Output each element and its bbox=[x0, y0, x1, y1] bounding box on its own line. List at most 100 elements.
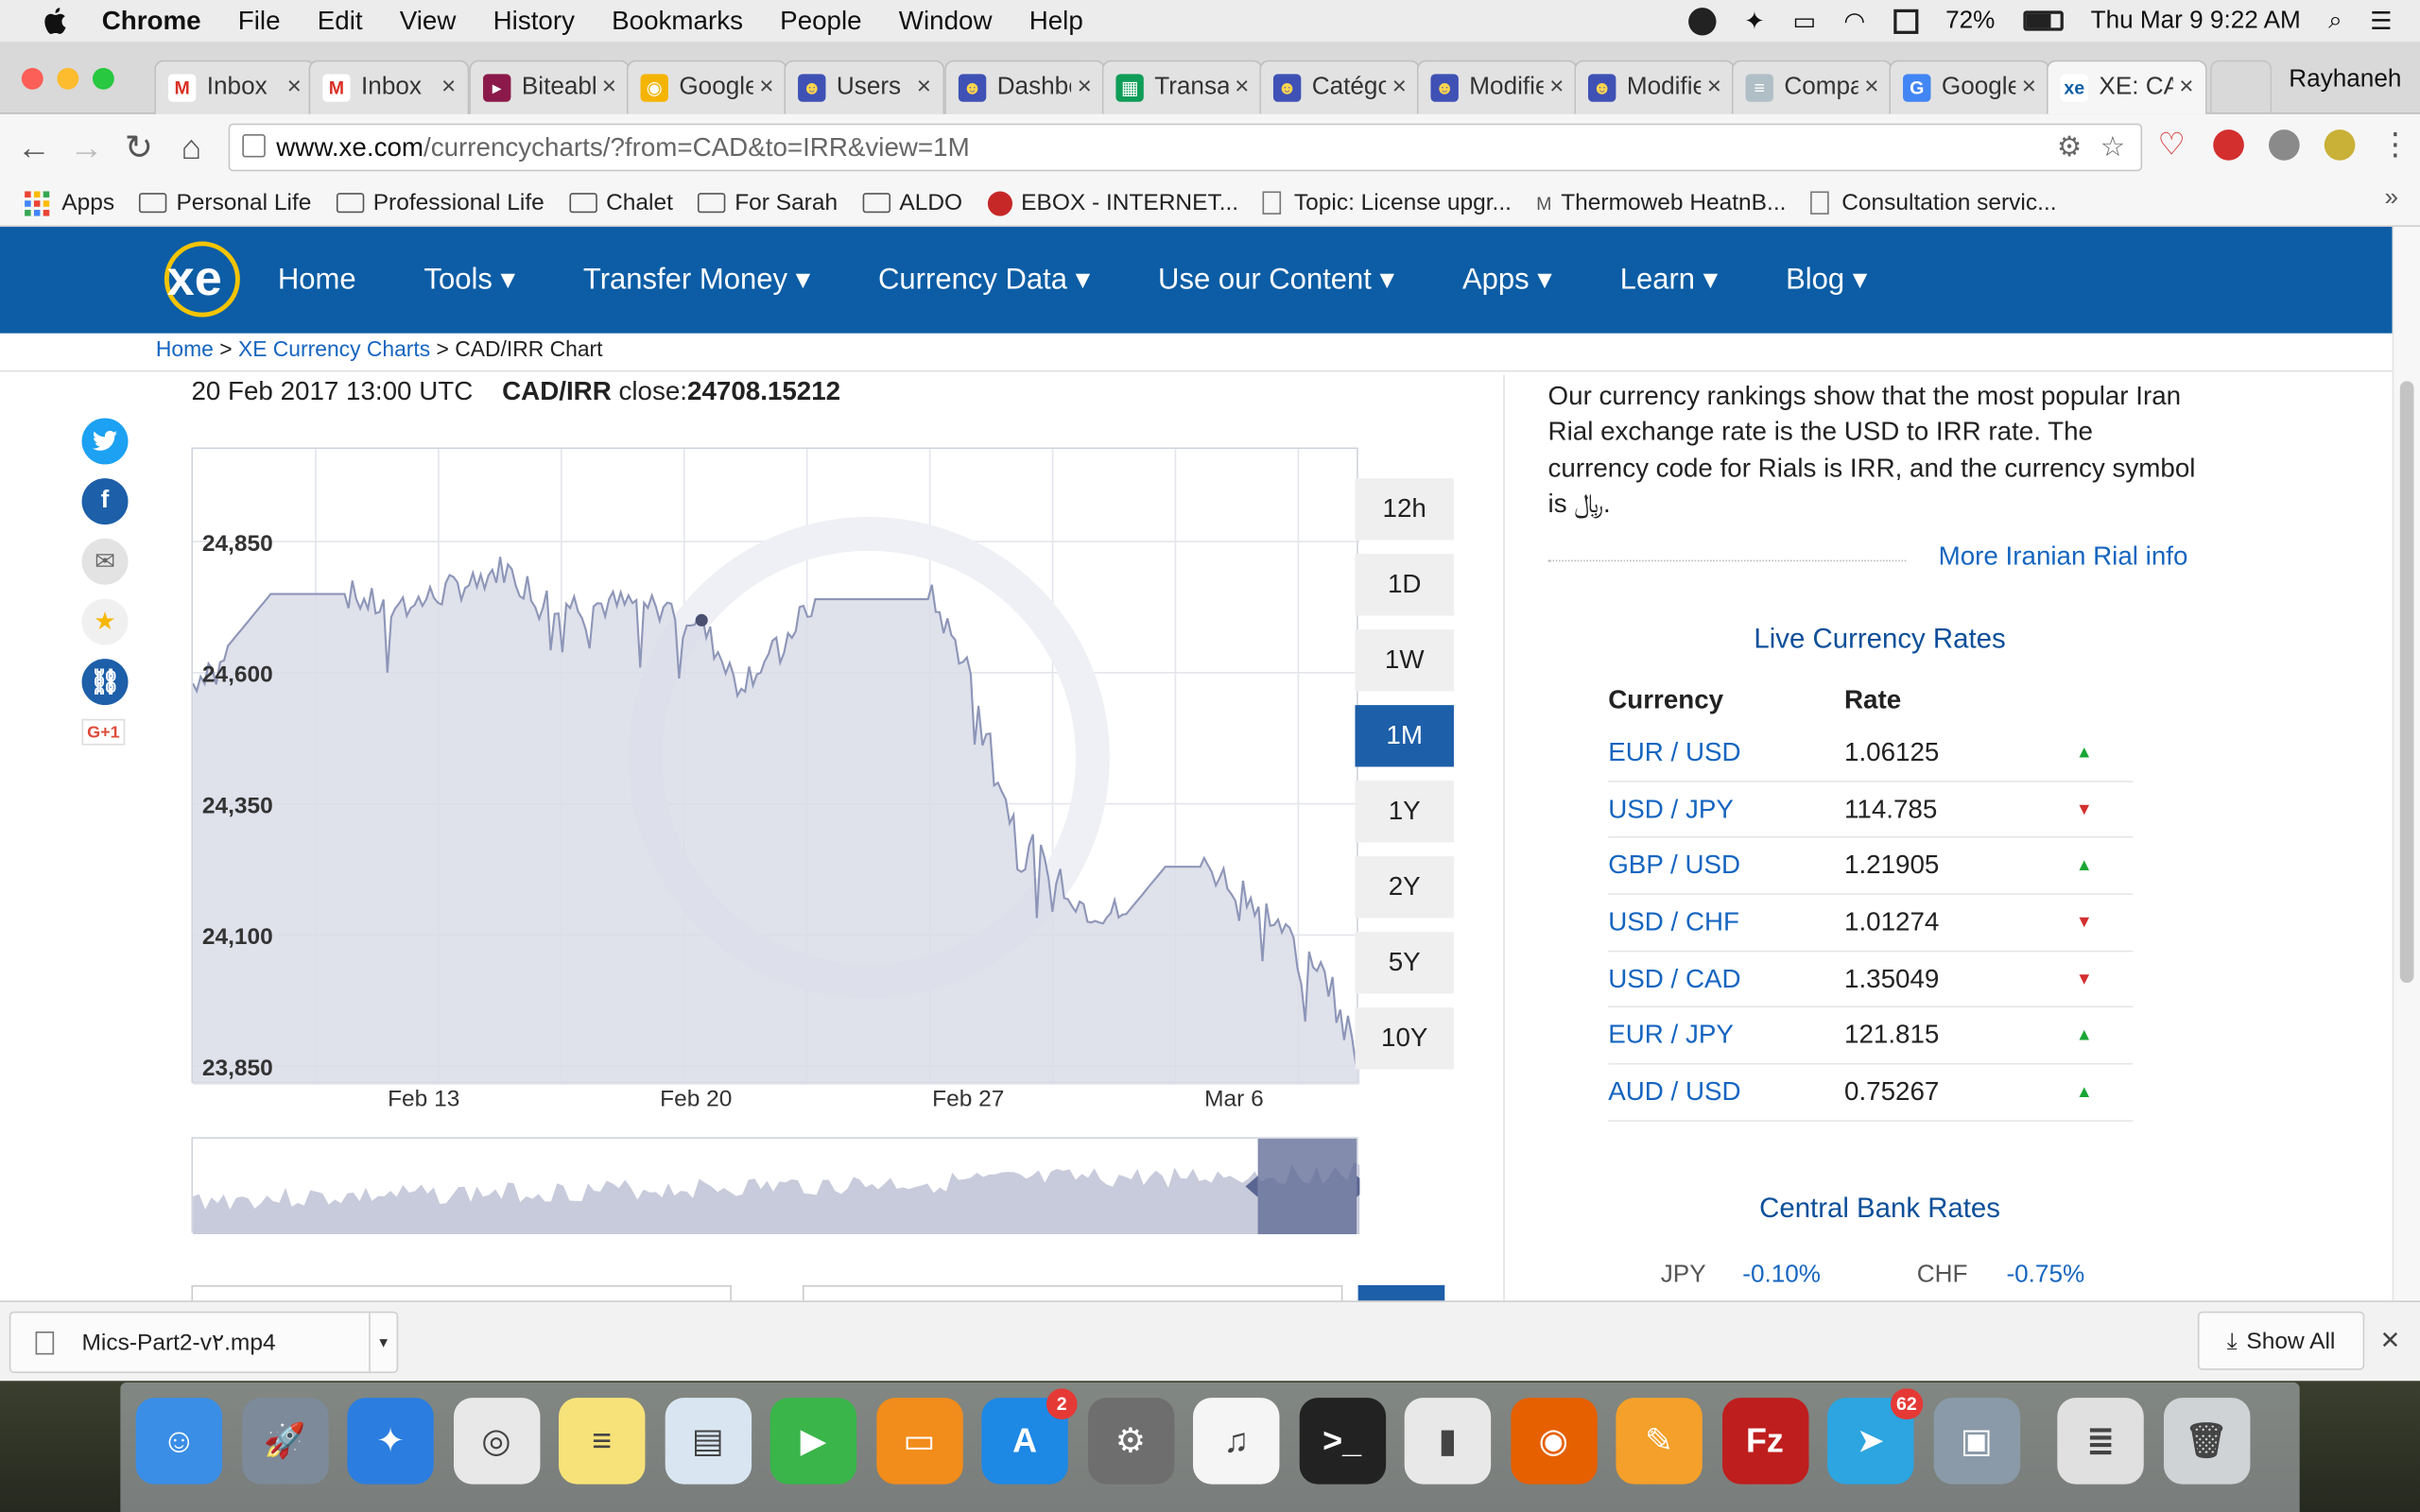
rate-pair-link[interactable]: EUR / JPY bbox=[1608, 1020, 1734, 1050]
preview-dock-icon[interactable]: ▤ bbox=[664, 1398, 752, 1485]
filezilla-dock-icon[interactable]: Fz bbox=[1721, 1398, 1808, 1485]
clock[interactable]: Thu Mar 9 9:22 AM bbox=[2090, 7, 2301, 34]
bookmark-item[interactable]: Chalet bbox=[568, 190, 673, 216]
breadcrumb-home[interactable]: Home bbox=[155, 335, 214, 362]
show-all-downloads-button[interactable]: ⤓ Show All bbox=[2197, 1311, 2365, 1370]
itunes-dock-icon[interactable]: ♫ bbox=[1193, 1398, 1280, 1485]
close-tab-icon[interactable]: × bbox=[916, 74, 932, 101]
bookmark-star-icon[interactable]: ☆ bbox=[2100, 130, 2126, 163]
reload-button[interactable]: ↻ bbox=[124, 127, 153, 166]
wifi-icon[interactable]: ◠ bbox=[1843, 8, 1866, 35]
download-item[interactable]: Mics-Part2-v٢.mp4 ▼ bbox=[9, 1311, 399, 1374]
facebook-share-icon[interactable]: f bbox=[81, 478, 129, 525]
safari-dock-icon[interactable]: ✦ bbox=[347, 1398, 434, 1485]
battery-icon[interactable] bbox=[2022, 10, 2064, 31]
bookmark-item[interactable]: Personal Life bbox=[139, 190, 311, 216]
apple-menu-icon[interactable] bbox=[40, 6, 71, 37]
twitter-share-icon[interactable] bbox=[81, 418, 129, 465]
period-button[interactable]: 10Y bbox=[1355, 1007, 1454, 1070]
compass-icon[interactable] bbox=[1688, 7, 1717, 35]
close-tab-icon[interactable]: × bbox=[1706, 74, 1721, 101]
nav-blog[interactable]: Blog ▾ bbox=[1786, 264, 1868, 297]
film-extension-icon[interactable] bbox=[2268, 129, 2300, 161]
period-button[interactable]: 1Y bbox=[1355, 781, 1454, 843]
rate-pair-link[interactable]: EUR / USD bbox=[1608, 737, 1741, 767]
trash-dock-icon[interactable]: 🗑 bbox=[2163, 1398, 2250, 1485]
nav-learn[interactable]: Learn ▾ bbox=[1619, 264, 1719, 297]
menu-edit[interactable]: Edit bbox=[317, 5, 363, 35]
bookmark-item[interactable]: Professional Life bbox=[336, 190, 544, 216]
bookmark-item[interactable]: ALDO bbox=[862, 190, 962, 216]
translate-icon[interactable]: ⚙ bbox=[2056, 130, 2083, 163]
browser-tab[interactable]: ☻ Users × bbox=[784, 60, 945, 114]
favorite-star-icon[interactable]: ★ bbox=[81, 598, 129, 645]
browser-tab[interactable]: ☻ Modifier× bbox=[1416, 60, 1578, 114]
bookmark-item[interactable]: Apps bbox=[25, 190, 114, 216]
breadcrumb-charts[interactable]: XE Currency Charts bbox=[237, 335, 431, 362]
system-preferences-dock-icon[interactable]: ⚙ bbox=[1087, 1398, 1174, 1485]
navigator-selection-handle[interactable] bbox=[1257, 1138, 1357, 1235]
close-tab-icon[interactable]: × bbox=[2021, 74, 2037, 101]
more-rial-info-link[interactable]: More Iranian Rial info bbox=[1938, 541, 2188, 572]
image-capture-dock-icon[interactable]: ▣ bbox=[1932, 1398, 2020, 1485]
rate-pair-link[interactable]: USD / CHF bbox=[1608, 906, 1739, 936]
chart-go-button[interactable] bbox=[1357, 1284, 1445, 1304]
browser-tab[interactable]: G Google × bbox=[1889, 60, 2050, 114]
browser-tab[interactable]: ☻ Modifier× bbox=[1574, 60, 1736, 114]
period-button[interactable]: 12h bbox=[1355, 478, 1454, 541]
menu-window[interactable]: Window bbox=[898, 5, 993, 35]
bookmarks-overflow-icon[interactable]: » bbox=[2384, 184, 2398, 212]
browser-tab[interactable]: ☻ Catégories× bbox=[1259, 60, 1421, 114]
close-window-button[interactable] bbox=[21, 67, 43, 90]
chart-to-field[interactable] bbox=[802, 1284, 1343, 1304]
currency-chart[interactable]: 24,850 24,600 24,350 24,100 23,850 bbox=[191, 447, 1361, 1085]
back-button[interactable]: ← bbox=[16, 127, 51, 166]
close-tab-icon[interactable]: × bbox=[286, 74, 302, 101]
close-tab-icon[interactable]: × bbox=[759, 74, 774, 101]
nav-transfer-money[interactable]: Transfer Money ▾ bbox=[582, 264, 811, 297]
facetime-dock-icon[interactable]: ▶ bbox=[769, 1398, 857, 1485]
dropbox-icon[interactable]: ✦ bbox=[1744, 8, 1765, 35]
browser-tab[interactable]: ▸ Biteable× bbox=[469, 60, 631, 114]
menu-view[interactable]: View bbox=[399, 5, 457, 35]
menu-bookmarks[interactable]: Bookmarks bbox=[612, 5, 743, 35]
menu-help[interactable]: Help bbox=[1028, 5, 1083, 35]
home-button[interactable]: ⌂ bbox=[181, 127, 202, 166]
period-button[interactable]: 2Y bbox=[1355, 856, 1454, 919]
firefox-dock-icon[interactable]: ◉ bbox=[1510, 1398, 1597, 1485]
email-share-icon[interactable]: ✉ bbox=[81, 538, 129, 585]
chart-from-field[interactable] bbox=[191, 1284, 732, 1304]
launchpad-dock-icon[interactable]: 🚀 bbox=[241, 1398, 328, 1485]
close-tab-icon[interactable]: × bbox=[1235, 74, 1250, 101]
ibooks-dock-icon[interactable]: ▭ bbox=[875, 1398, 962, 1485]
numbers-dock-icon[interactable]: ▮ bbox=[1404, 1398, 1492, 1485]
heart-extension-icon[interactable]: ♡ bbox=[2157, 128, 2186, 163]
pages-dock-icon[interactable]: ✎ bbox=[1616, 1398, 1703, 1485]
close-tab-icon[interactable]: × bbox=[1392, 74, 1407, 101]
permalink-icon[interactable]: ⛓ bbox=[81, 659, 129, 706]
chart-navigator[interactable] bbox=[191, 1137, 1370, 1235]
central-bank-rate[interactable]: -0.10% bbox=[1742, 1262, 1822, 1289]
period-button[interactable]: 1W bbox=[1355, 629, 1454, 692]
document-dock-icon[interactable]: ≣ bbox=[2057, 1398, 2144, 1485]
period-button[interactable]: 1D bbox=[1355, 554, 1454, 616]
close-tab-icon[interactable]: × bbox=[2179, 74, 2194, 101]
close-tab-icon[interactable]: × bbox=[1549, 74, 1564, 101]
address-bar[interactable]: www.xe.com/currencycharts/?from=CAD&to=I… bbox=[228, 123, 2143, 172]
zoom-window-button[interactable] bbox=[92, 67, 114, 90]
chrome-menu-icon[interactable]: ⋮ bbox=[2379, 128, 2411, 163]
close-tab-icon[interactable]: × bbox=[601, 74, 616, 101]
menu-people[interactable]: People bbox=[780, 5, 862, 35]
google-plus-icon[interactable]: G+1 bbox=[81, 718, 126, 746]
close-tab-icon[interactable]: × bbox=[1077, 74, 1092, 101]
nav-home[interactable]: Home bbox=[277, 263, 356, 296]
close-download-bar-icon[interactable]: ✕ bbox=[2379, 1328, 2401, 1355]
nav-use-our-content[interactable]: Use our Content ▾ bbox=[1158, 264, 1395, 297]
nav-tools[interactable]: Tools ▾ bbox=[424, 264, 516, 297]
profile-button[interactable]: Rayhaneh bbox=[2289, 66, 2402, 93]
bookmark-item[interactable]: Consultation servic... bbox=[1810, 190, 2057, 216]
period-button[interactable]: 1M bbox=[1355, 705, 1454, 767]
adblock-extension-icon[interactable] bbox=[2213, 129, 2244, 161]
browser-tab[interactable]: ◉ Google × bbox=[626, 60, 787, 114]
